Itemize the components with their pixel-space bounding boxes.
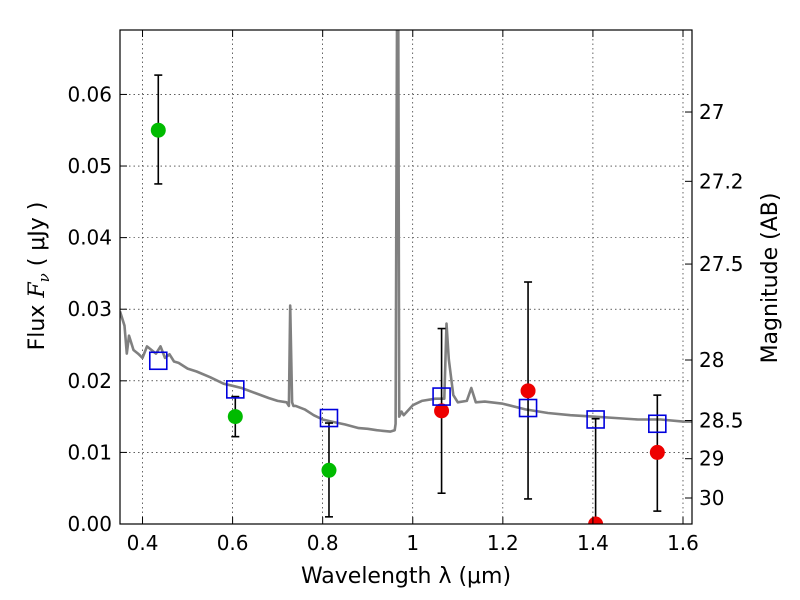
right-tick-label: 29 — [699, 447, 724, 471]
y-tick-label: 0.06 — [67, 82, 112, 106]
y-axis-label-symbol: F — [25, 282, 50, 299]
grid-lines — [120, 30, 692, 525]
y-tick-label: 0.00 — [67, 512, 112, 536]
right-tick-label: 30 — [699, 486, 724, 510]
flux-point — [227, 409, 243, 425]
y-tick-label: 0.03 — [67, 297, 112, 321]
model-flux-square — [648, 414, 667, 434]
right-tick-label: 27 — [699, 100, 724, 124]
flux-point — [434, 403, 450, 419]
model-flux-square — [148, 351, 168, 371]
x-tick-label: 0.4 — [127, 531, 159, 555]
x-tick-label: 1.4 — [577, 531, 609, 555]
x-tick-label: 1.2 — [487, 531, 519, 555]
y-tick-label: 0.01 — [67, 440, 112, 464]
plot-layer — [120, 30, 692, 524]
axis-ticks: 0.4 0.6 0.8 1 1.2 1.4 1.6 0.00 0.01 0.02 0.03 0.04 0… — [67, 30, 744, 555]
sed-model-line — [120, 30, 692, 433]
model-flux-square — [432, 387, 451, 406]
flux-point — [321, 462, 337, 478]
flux-point — [649, 444, 665, 460]
flux-point — [520, 383, 536, 399]
flux-point — [150, 122, 166, 138]
model-flux-square — [226, 380, 245, 399]
y-tick-label: 0.05 — [67, 154, 112, 178]
model-flux-square — [518, 398, 538, 418]
x-tick-label: 0.6 — [217, 531, 249, 555]
x-tick-label: 1 — [406, 531, 419, 555]
right-tick-label: 28.5 — [699, 409, 744, 433]
x-axis-label: Wavelength λ (μm) — [301, 564, 511, 589]
y-axis-label: Flux Fν ( μJy ) — [25, 202, 53, 351]
y-axis-label-subscript: ν — [35, 273, 53, 282]
right-tick-label: 27.2 — [699, 169, 744, 193]
model-flux-square — [586, 410, 605, 429]
y-axis-label-word: Flux — [25, 298, 50, 351]
y-tick-label: 0.04 — [67, 226, 112, 250]
plot-frame — [119, 29, 693, 525]
model-flux-square — [319, 408, 339, 428]
x-tick-label: 0.8 — [307, 531, 339, 555]
flux-point — [588, 516, 604, 524]
y-axis-label-unit: ( μJy ) — [25, 202, 50, 274]
right-tick-label: 28 — [699, 348, 724, 372]
right-tick-label: 27.5 — [699, 252, 744, 276]
y-tick-label: 0.02 — [67, 369, 112, 393]
right-axis-label: Magnitude (AB) — [758, 193, 783, 364]
x-tick-label: 1.6 — [667, 531, 699, 555]
